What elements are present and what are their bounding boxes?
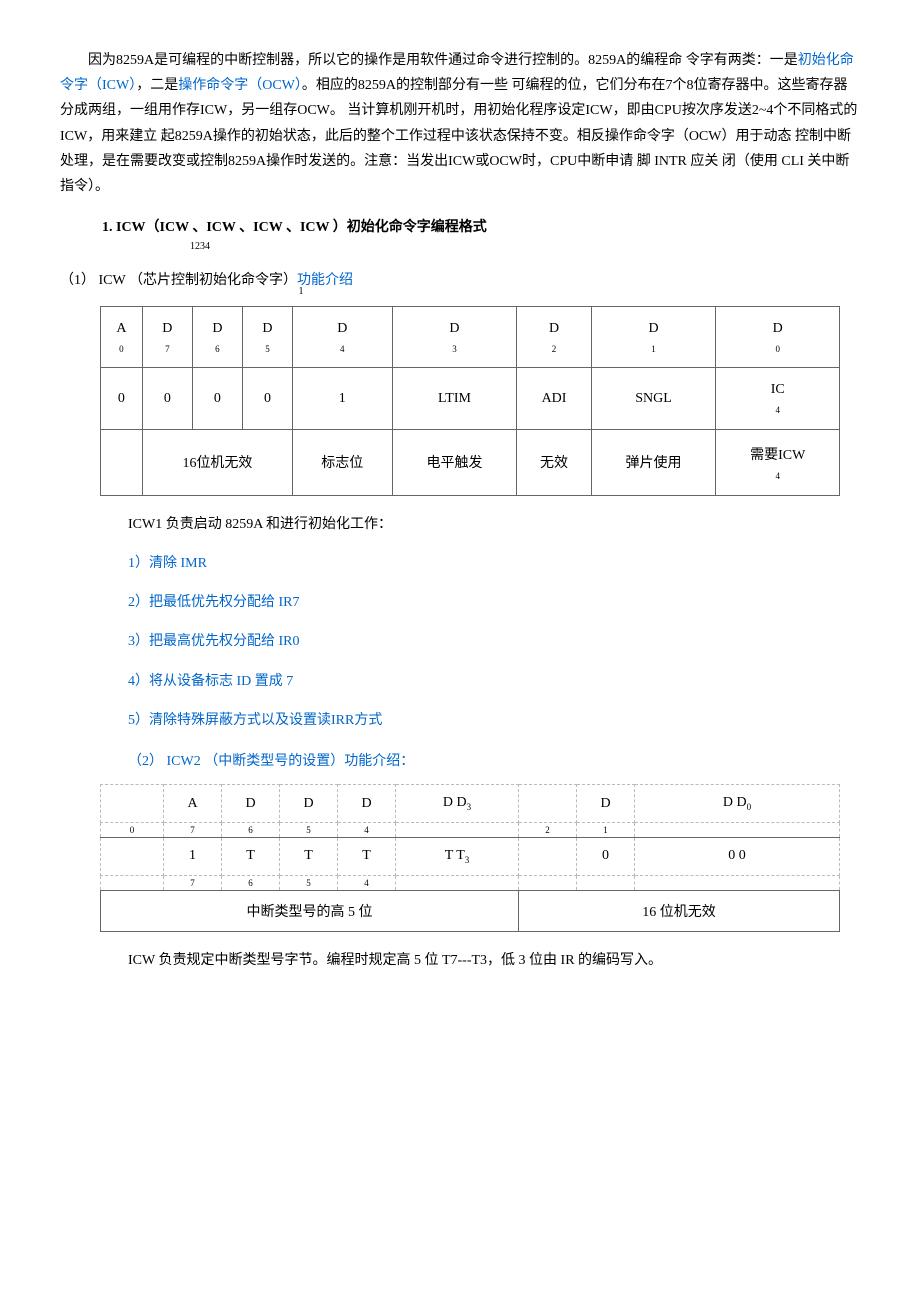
r2c2: 标志位 [293, 430, 393, 496]
list-3: 3）把最高优先权分配给 IR0 [100, 629, 860, 654]
t2r1bc2: 6 [222, 823, 280, 838]
t2r1bc7: 1 [577, 823, 635, 838]
h8: D0 [716, 306, 840, 368]
r1c4: 1 [293, 368, 393, 430]
h5: D3 [392, 306, 517, 368]
t2r2c0 [101, 838, 164, 876]
t2r1bc0: 0 [101, 823, 164, 838]
t2r2bc7 [577, 875, 635, 890]
t2r2bc1: 7 [164, 875, 222, 890]
list-1: 1）清除 IMR [100, 551, 860, 576]
r2c5: 弹片使用 [591, 430, 716, 496]
icw2-note: ICW 负责规定中断类型号字节。编程时规定高 5 位 T7---T3，低 3 位… [100, 948, 860, 973]
t2r1bc6: 2 [519, 823, 577, 838]
h4: D4 [293, 306, 393, 368]
t2-bottom-right: 16 位机无效 [519, 890, 840, 931]
icw1-suffix: 功能介绍 [297, 273, 353, 288]
t2r1c8: D D0 [635, 785, 840, 823]
t2r2c3: T [280, 838, 338, 876]
r2c4: 无效 [517, 430, 591, 496]
t2r1c7: D [577, 785, 635, 823]
t2r2bc6 [519, 875, 577, 890]
t2r1c4: D [338, 785, 396, 823]
intro-text-3: 。相应的8259A的控制部分有一些 可编程的位，它们分布在7个8位寄存器中。这些… [60, 78, 857, 194]
r1c2: 0 [192, 368, 242, 430]
r2c3: 电平触发 [392, 430, 517, 496]
t2r2c1: 1 [164, 838, 222, 876]
icw1-title: （1） ICW （芯片控制初始化命令字）功能介绍 1 [60, 268, 860, 293]
t2r2bc5 [396, 875, 519, 890]
t2r2c8: 0 0 [635, 838, 840, 876]
h0: A0 [101, 306, 143, 368]
t2r2bc3: 5 [280, 875, 338, 890]
t2r1bc5 [396, 823, 519, 838]
section1-title: 1. ICW（ICW 、ICW 、ICW 、ICW ）初始化命令字编程格式 [60, 215, 860, 240]
r2c6: 需要ICW4 [716, 430, 840, 496]
t2r1bc8 [635, 823, 840, 838]
t2r2bc2: 6 [222, 875, 280, 890]
icw1-side-sub: 1 [298, 283, 303, 301]
intro-highlight-2: 操作命令字（OCW） [178, 78, 302, 93]
t2r1c2: D [222, 785, 280, 823]
t2r2c2: T [222, 838, 280, 876]
t2r1c3: D [280, 785, 338, 823]
icw1-note: ICW1 负责启动 8259A 和进行初始化工作： [100, 512, 860, 537]
t2r1bc1: 7 [164, 823, 222, 838]
t2-bottom-left: 中断类型号的高 5 位 [101, 890, 519, 931]
t2r1c5: D D3 [396, 785, 519, 823]
r1c7: SNGL [591, 368, 716, 430]
icw2-table: A D D D D D3 D D D0 0 7 6 5 4 2 1 1 T T … [100, 784, 840, 932]
r1c1: 0 [142, 368, 192, 430]
h1: D7 [142, 306, 192, 368]
r1c8: IC4 [716, 368, 840, 430]
icw2-title: （2） ICW2 （中断类型号的设置）功能介绍： [100, 749, 860, 774]
h7: D1 [591, 306, 716, 368]
t2r1bc3: 5 [280, 823, 338, 838]
r1c3: 0 [242, 368, 292, 430]
t2r2c7: 0 [577, 838, 635, 876]
r2c1: 16位机无效 [142, 430, 292, 496]
h6: D2 [517, 306, 591, 368]
h3: D5 [242, 306, 292, 368]
r1c0: 0 [101, 368, 143, 430]
t2r1c6 [519, 785, 577, 823]
t2r2c4: T [338, 838, 396, 876]
t2r2bc8 [635, 875, 840, 890]
h2: D6 [192, 306, 242, 368]
t2r2c5: T T3 [396, 838, 519, 876]
intro-paragraph: 因为8259A是可编程的中断控制器，所以它的操作是用软件通过命令进行控制的。82… [60, 48, 860, 199]
icw1-prefix: （1） ICW （芯片控制初始化命令字） [60, 273, 297, 288]
t2r2c6 [519, 838, 577, 876]
section1-subs: 1234 [60, 238, 860, 256]
t2r2bc4: 4 [338, 875, 396, 890]
list-2: 2）把最低优先权分配给 IR7 [100, 590, 860, 615]
list-5: 5）清除特殊屏蔽方式以及设置读IRR方式 [100, 708, 860, 733]
t2r1c0 [101, 785, 164, 823]
t2r1c1: A [164, 785, 222, 823]
intro-text-2: ，二是 [136, 78, 178, 93]
list-4: 4）将从设备标志 ID 置成 7 [100, 669, 860, 694]
icw1-table: A0 D7 D6 D5 D4 D3 D2 D1 D0 0 0 0 0 1 LTI… [100, 306, 840, 496]
t2r2bc0 [101, 875, 164, 890]
r1c6: ADI [517, 368, 591, 430]
t2r1bc4: 4 [338, 823, 396, 838]
r2c0 [101, 430, 143, 496]
intro-text-1: 因为8259A是可编程的中断控制器，所以它的操作是用软件通过命令进行控制的。82… [88, 53, 798, 68]
r1c5: LTIM [392, 368, 517, 430]
